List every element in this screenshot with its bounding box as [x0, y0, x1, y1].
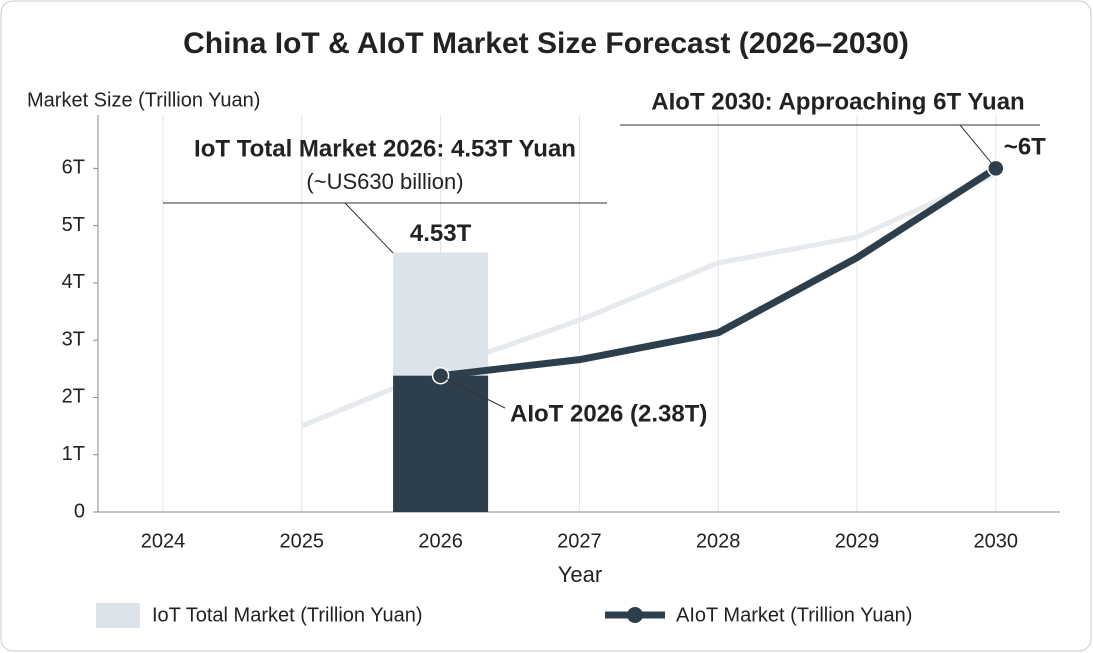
aiot-line — [440, 165, 998, 380]
legend-label: AIoT Market (Trillion Yuan) — [676, 604, 912, 626]
y-tick-label: 1T — [62, 443, 85, 465]
y-tick-label: 0 — [74, 500, 85, 522]
x-tick-label: 2025 — [280, 530, 325, 552]
y-tick-label: 6T — [62, 157, 85, 179]
y-tick-label: 3T — [62, 328, 85, 350]
aiot-bar — [393, 375, 489, 512]
x-tick-label: 2030 — [974, 530, 1019, 552]
chart-title: China IoT & AIoT Market Size Forecast (2… — [183, 27, 909, 60]
x-tick-label: 2024 — [141, 530, 186, 552]
x-tick-label: 2029 — [835, 530, 880, 552]
annotation-leader — [959, 124, 997, 169]
legend-swatch — [96, 603, 140, 628]
y-axis-label: Market Size (Trillion Yuan) — [27, 89, 260, 111]
x-tick-label: 2028 — [696, 530, 741, 552]
x-tick-label: 2027 — [557, 530, 602, 552]
y-tick-label: 4T — [62, 271, 85, 293]
x-tick-label: 2026 — [418, 530, 463, 552]
annotation-leader — [344, 202, 394, 254]
annotation: IoT Total Market 2026: 4.53T Yuan — [194, 135, 576, 162]
annotation: (~US630 billion) — [306, 169, 463, 194]
value-label: 4.53T — [410, 220, 472, 247]
annotation: AIoT 2030: Approaching 6T Yuan — [651, 88, 1024, 115]
legend-label: IoT Total Market (Trillion Yuan) — [152, 604, 423, 626]
y-tick-label: 5T — [62, 214, 85, 236]
annotation: AIoT 2026 (2.38T) — [510, 400, 707, 427]
annotation-leader — [440, 375, 506, 409]
y-tick-label: 2T — [62, 386, 85, 408]
x-axis-label: Year — [558, 562, 602, 587]
legend-swatch — [627, 607, 643, 623]
value-label: ~6T — [1004, 134, 1046, 161]
